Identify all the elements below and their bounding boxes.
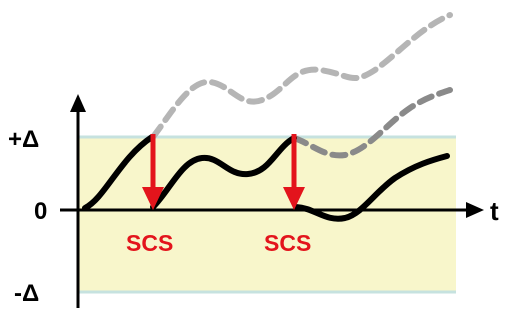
signal-segment-1 [82, 134, 155, 211]
time-axis-arrowhead [466, 202, 484, 218]
projected-drift-lower [291, 87, 453, 159]
t-axis-label: t [490, 196, 499, 226]
signal-segment-2 [150, 135, 297, 210]
tolerance-band [78, 137, 456, 292]
scs-label-2: SCS [264, 230, 311, 256]
plus-delta-label: +Δ [8, 126, 39, 153]
scs-label-1: SCS [126, 230, 173, 256]
scs-arrow-1-head [142, 187, 164, 210]
y-axis-arrowhead [70, 94, 86, 112]
signal-segment-3 [293, 153, 450, 222]
scs-arrow-2-head [283, 187, 305, 210]
zero-label: 0 [34, 198, 47, 225]
projected-drift-upper [150, 12, 453, 140]
minus-delta-label: -Δ [14, 280, 39, 307]
